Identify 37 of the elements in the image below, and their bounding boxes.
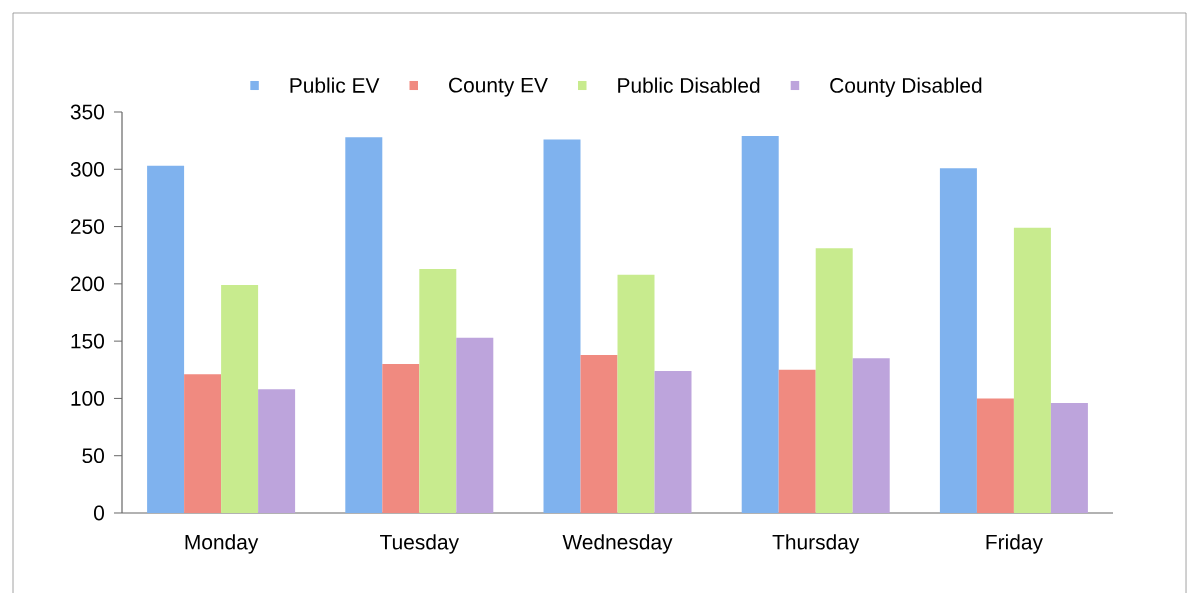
y-tick-label: 50 <box>82 448 104 464</box>
bar <box>617 274 655 513</box>
x-tick-label: Wednesday <box>562 534 673 554</box>
y-tick-label: 100 <box>71 391 104 406</box>
legend-label: County Disabled <box>830 77 982 97</box>
bar <box>815 248 853 513</box>
y-tick-label: 350 <box>70 104 104 120</box>
bar <box>258 389 296 513</box>
y-tick-label: 300 <box>70 161 104 177</box>
bar <box>456 337 494 513</box>
bar <box>221 285 259 513</box>
legend-label: County EV <box>449 77 548 97</box>
bar <box>976 398 1014 513</box>
y-tick-label: 200 <box>70 276 104 292</box>
x-tick-label: Tuesday <box>380 534 459 554</box>
legend-label: Public EV <box>290 77 380 93</box>
bar <box>345 137 383 513</box>
y-tick-label: 250 <box>70 219 104 234</box>
bar <box>382 364 420 513</box>
bar <box>543 139 581 513</box>
y-tick-label: 0 <box>94 505 104 521</box>
bar <box>654 370 692 513</box>
x-tick-label: Thursday <box>772 534 860 554</box>
bar <box>741 136 779 513</box>
bar <box>778 369 816 513</box>
bar <box>580 354 618 513</box>
bar <box>1050 403 1088 513</box>
x-tick-label: Monday <box>185 534 259 554</box>
x-tick-label: Friday <box>986 534 1043 554</box>
bar <box>419 268 457 513</box>
bar <box>147 165 185 513</box>
bar <box>184 374 222 513</box>
legend-label: Public Disabled <box>618 77 760 93</box>
bar <box>1013 227 1051 513</box>
y-tick-label: 150 <box>71 333 104 349</box>
bar <box>852 358 890 513</box>
bar <box>939 168 977 513</box>
